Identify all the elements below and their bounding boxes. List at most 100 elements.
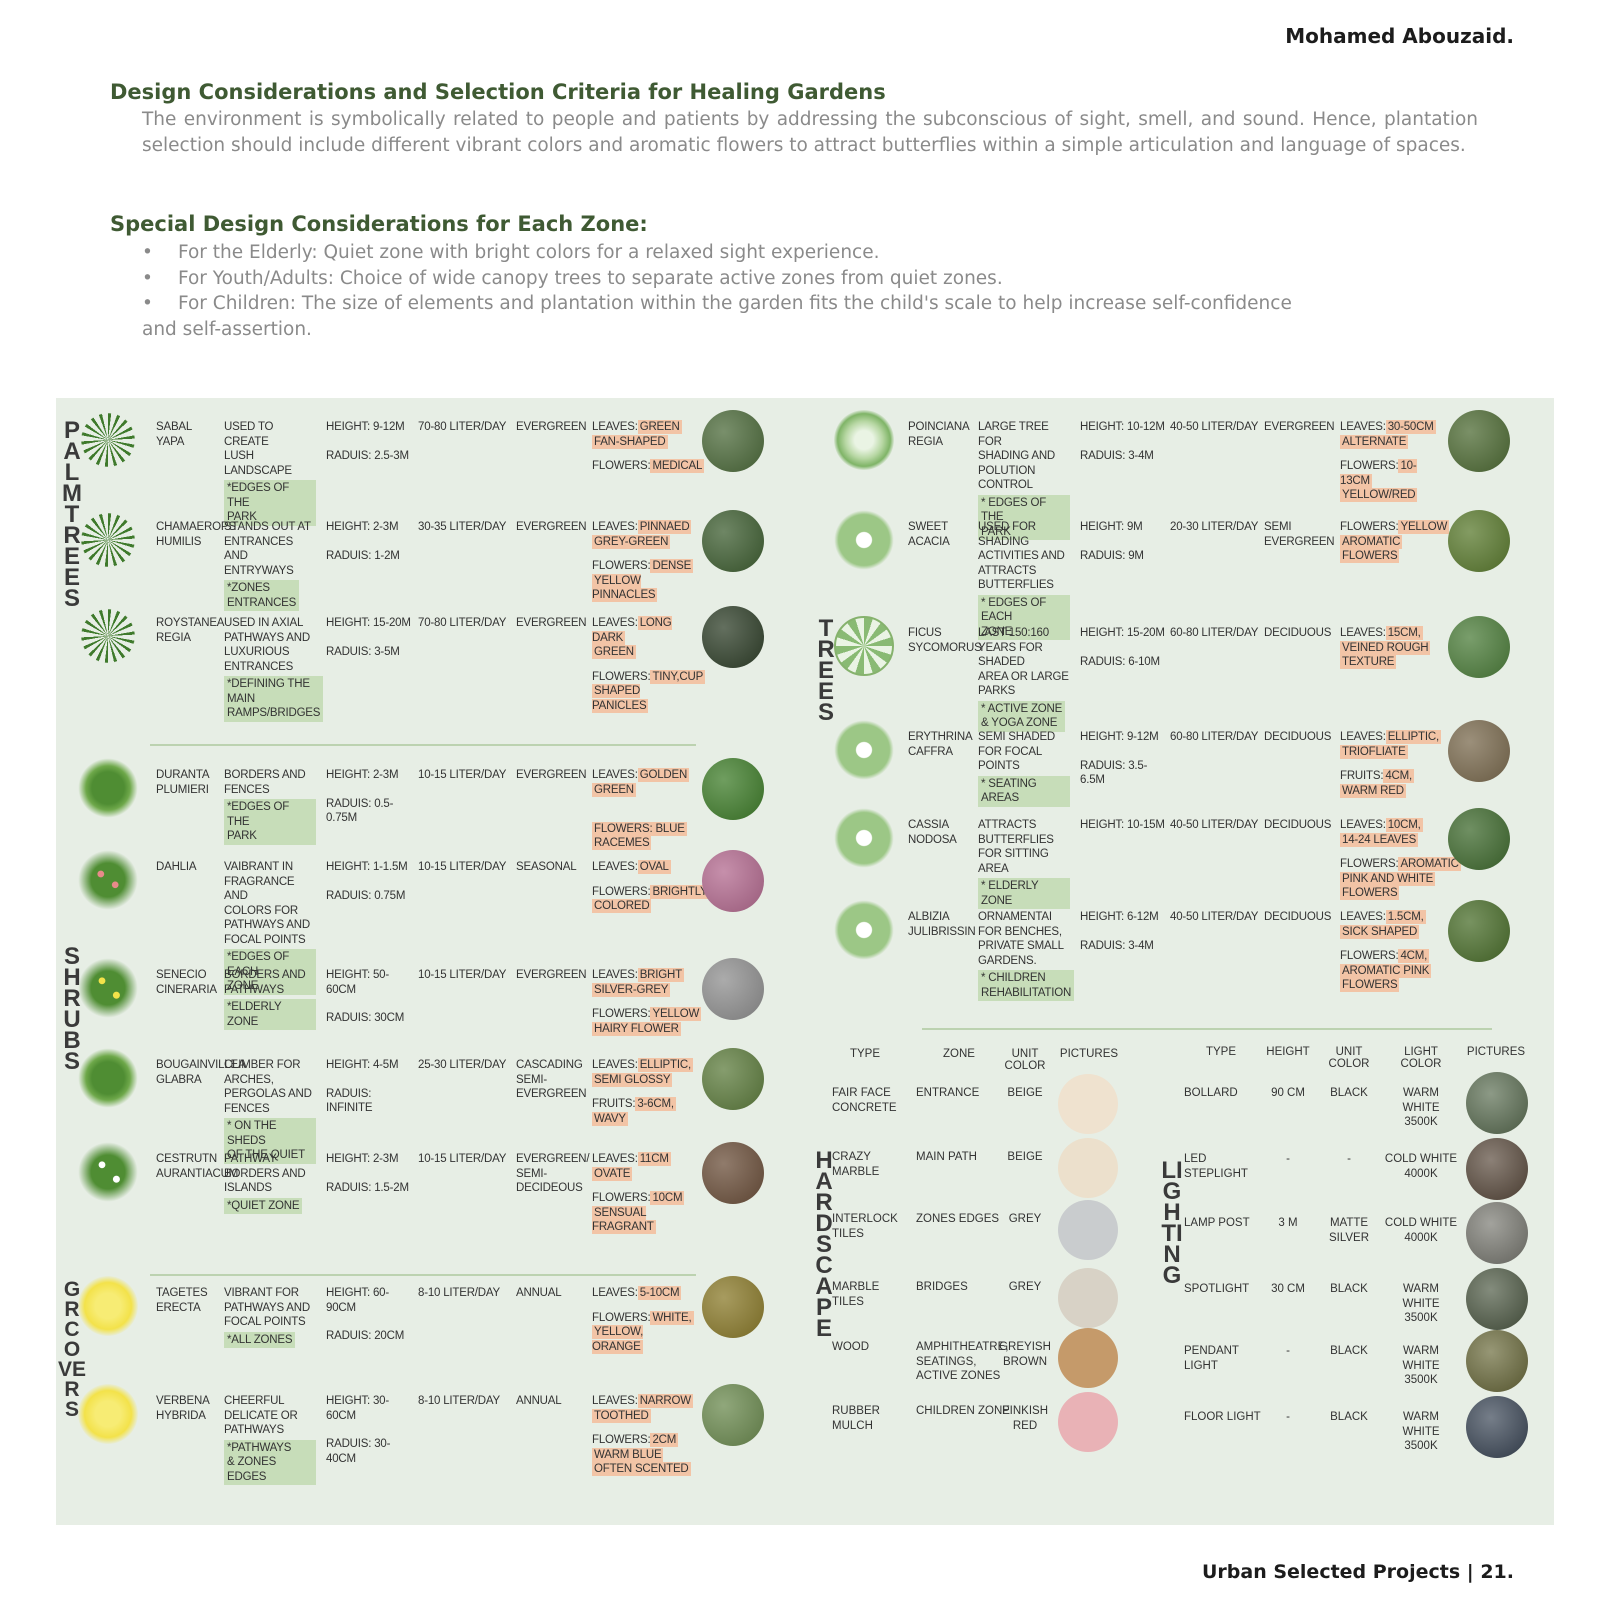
- plant-prop-value: 14-24 LEAVES: [1340, 832, 1419, 847]
- plant-name-line: SENECIO: [156, 969, 207, 981]
- plant-zone-line: * ON THE SHEDS: [227, 1120, 277, 1147]
- plant-prop: FLOWERS: YELLOW AROMATIC FLOWERS: [1340, 520, 1450, 564]
- plant-photo: [702, 1048, 764, 1110]
- plant-use-line: FENCES: [224, 1102, 270, 1115]
- plant-prop-label: LEAVES:: [592, 861, 638, 873]
- plant-prop: LEAVES: GOLDEN GREEN: [592, 768, 694, 797]
- plant-props: LEAVES: PINNAED GREY-GREEN FLOWERS: DENSE YEL…: [592, 520, 694, 613]
- plant-prop-label: LEAVES:: [592, 1287, 638, 1299]
- plant-name-line: JULIBRISSIN: [908, 925, 976, 938]
- zones-title: Special Design Considerations for Each Z…: [110, 212, 648, 236]
- plant-name: FICUS SYCOMORUS: [908, 626, 982, 655]
- plant-prop: FLOWERS: 10-13cm YELLOW/RED: [1340, 459, 1442, 503]
- plant-height: HEIGHT: 2-3m RADUIS: 0.5-0.75m: [326, 768, 418, 826]
- plant-prop-value: GREY-GREEN: [592, 534, 671, 549]
- plant-prop: LEAVES: NARROW TOOTHED: [592, 1394, 694, 1423]
- plant-name-line: PLUMIERI: [156, 783, 209, 796]
- lighting-light-line: COLD WHITE: [1384, 1153, 1458, 1165]
- plant-photo: [1448, 720, 1510, 782]
- plant-prop-value: GOLDEN: [637, 768, 690, 782]
- plant-prop-value: COLORED: [592, 899, 652, 913]
- plant-prop-value: SENSUAL FRAGRANT: [592, 1205, 656, 1234]
- footer-page-label: Urban Selected Projects | 21.: [1201, 1561, 1514, 1583]
- plant-type-line: SEASONAL: [516, 861, 577, 873]
- plant-prop-value: HAIRY FLOWER: [592, 1021, 681, 1036]
- plant-name: ERYTHRINA CAFFRA: [908, 730, 980, 759]
- plant-name-line: REGIA: [156, 631, 191, 644]
- plant-props: LEAVES: GOLDEN GREEN FLOWERS: BLUE RACEMES: [592, 768, 694, 861]
- plant-type: CASCADING SEMI- EVERGREEN: [516, 1058, 594, 1102]
- plant-zone-tag: *DEFINING THE MAIN RAMPS/BRIDGES: [224, 676, 324, 722]
- plant-radius-value: RADUIS: 6-10m: [1080, 655, 1160, 668]
- lighting-header: LIGHT COLOR: [1400, 1046, 1442, 1070]
- plant-use-line: STANDS OUT AT: [224, 521, 311, 533]
- category-hardscape: HARDSCAPE: [815, 1147, 833, 1342]
- plant-type: EVERGREEN: [516, 768, 594, 783]
- plant-prop-value: OVATE: [592, 1166, 633, 1181]
- plant-photo: [1448, 900, 1510, 962]
- plant-radius-value: RADUIS: 0.5-0.75m: [326, 797, 394, 825]
- plant-use-line: PATHWAYS: [224, 983, 284, 996]
- plant-zone-line: *ZONES: [227, 582, 270, 594]
- hardscape-zone-line: ZONES EDGES: [916, 1213, 1000, 1225]
- plant-height: HEIGHT: 15-20m RADUIS: 3-5m: [326, 616, 418, 659]
- plant-prop: FLOWERS: BRIGHTLY COLORED: [592, 884, 710, 914]
- material-swatch: [1058, 1268, 1118, 1328]
- plant-name: ROYSTANEA REGIA: [156, 616, 228, 645]
- hardscape-zone: CHILDREN ZONE: [916, 1404, 1012, 1419]
- plant-use: STANDS OUT AT ENTRANCES AND ENTRYWAYS *ZONE…: [224, 520, 316, 611]
- divider-shrubs-groundcovers: [150, 1274, 696, 1276]
- plant-prop: LEAVES: 1.5cm, SICK SHAPED: [1340, 910, 1442, 939]
- plant-prop-value: VEINED ROUGH: [1340, 640, 1431, 655]
- plant-use-line: PATHWAY: [224, 1153, 277, 1165]
- plant-prop: FRUITS: 3-6cm, WAVY: [592, 1097, 694, 1126]
- plant-use: LARGE TREE FOR SHADING AND POLUTION CONTRO…: [978, 420, 1070, 540]
- plant-photo: [702, 758, 764, 820]
- lighting-photo: [1466, 1138, 1528, 1200]
- plant-zone-line: PARK: [227, 830, 257, 842]
- plant-use-line: LAST 150:160: [978, 627, 1049, 639]
- plant-prop-value: TINY,CUP: [650, 669, 706, 684]
- lighting-height: 90 CM: [1271, 1087, 1305, 1099]
- plant-prop-label: LEAVES:: [1340, 819, 1386, 831]
- hardscape-header: PICTURES: [1059, 1048, 1119, 1060]
- lighting-photo: [1466, 1202, 1528, 1264]
- plant-use-line: ENTRANCES: [224, 660, 294, 673]
- zones-list: For the Elderly: Quiet zone with bright …: [142, 240, 1478, 342]
- plant-selection-panel: PALM TREES SHRUBS GRCOVERS TREES HARDSCA…: [56, 398, 1554, 1525]
- lighting-type: LAMP POST: [1184, 1217, 1250, 1229]
- plant-props: LEAVES: ELLIPTIC, SEMI GLOSSY FRUITS: 3-6cm,…: [592, 1058, 694, 1136]
- plant-prop-value: 10cm,: [1385, 818, 1423, 832]
- plant-name: TAGETES ERECTA: [156, 1286, 228, 1315]
- plant-prop-label: LEAVES:: [592, 521, 638, 533]
- material-swatch: [1058, 1392, 1118, 1452]
- plant-zone-line: * ELDERLY ZONE: [981, 880, 1039, 907]
- plant-name-line: CHAMAEROPS: [156, 521, 236, 533]
- plant-prop-value: AROMATIC: [1340, 534, 1403, 549]
- hardscape-type-line: TILES: [832, 1227, 864, 1240]
- plant-height: HEIGHT: 30-60cm RADUIS: 30-40cm: [326, 1394, 418, 1466]
- plant-prop-value: FLOWERS: [1340, 886, 1400, 900]
- plant-photo: [1448, 510, 1510, 572]
- plant-use-line: ATTRACTS: [978, 819, 1037, 831]
- plant-prop-label: LEAVES:: [592, 421, 638, 433]
- plant-use: USED FOR SHADING ACTIVITIES AND ATTRACTS BU…: [978, 520, 1070, 640]
- tree-plan-icon: [834, 900, 894, 960]
- plant-prop-value: SEMI GLOSSY: [592, 1072, 673, 1087]
- plant-type: EVERGREEN/SEMI- DECIDEOUS: [516, 1152, 594, 1196]
- plant-prop-label: FLOWERS:: [1340, 950, 1399, 962]
- plant-use-line: LUSH: [224, 450, 254, 462]
- plant-props: LEAVES: BRIGHT SILVER-GREY FLOWERS: YELLOW HA…: [592, 968, 702, 1046]
- plant-prop-value: AROMATIC PINK: [1340, 963, 1432, 978]
- plant-prop-label: FRUITS:: [1340, 770, 1384, 782]
- plant-prop-value: YELLOW: [1398, 520, 1450, 534]
- plant-water: 10-15 LITER/DAY: [418, 969, 507, 981]
- lighting-light-line: WARM WHITE: [1402, 1283, 1440, 1310]
- plant-height-value: HEIGHT: 4-5m: [326, 1059, 399, 1071]
- plant-use: SEMI SHADED FOR FOCAL POINTS * SEATING AREA…: [978, 730, 1070, 807]
- tree-plan-icon: [834, 510, 894, 570]
- plant-water: 40-50 LITER/DAY: [1170, 911, 1259, 923]
- plant-zone-tag: * SEATING AREAS: [978, 775, 1070, 807]
- lighting-photo: [1466, 1396, 1528, 1458]
- plant-prop-value: 30-50cm: [1385, 420, 1436, 434]
